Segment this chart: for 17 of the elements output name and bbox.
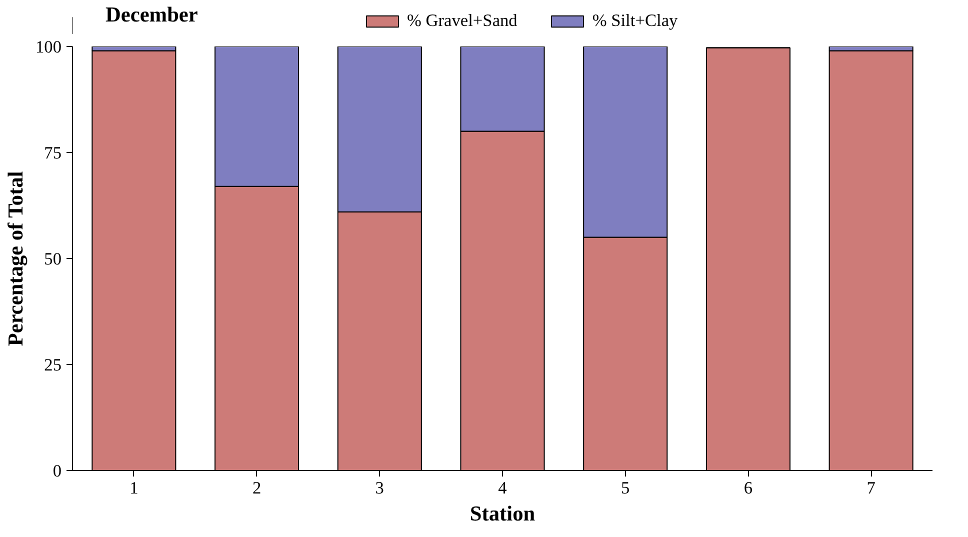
y-tick-label: 100 (36, 38, 62, 56)
y-axis-title: Percentage of Total (4, 171, 28, 346)
x-tick-label: 5 (621, 478, 630, 498)
x-tick-label: 2 (252, 478, 262, 498)
x-tick-label: 1 (130, 478, 138, 498)
x-tick-label: 3 (375, 478, 384, 498)
x-tick-label: 7 (866, 478, 876, 498)
legend-label: % Silt+Clay (592, 11, 678, 31)
x-axis-title: Station (470, 502, 536, 526)
y-tick-label: 25 (44, 356, 62, 374)
y-tick-label: 75 (44, 144, 62, 162)
y-tick-label: 50 (44, 250, 62, 268)
x-tick-label: 6 (744, 478, 753, 498)
chart-title: December (106, 2, 198, 26)
legend-label: % Gravel+Sand (407, 11, 518, 31)
y-tick-label: 0 (52, 462, 62, 480)
x-tick-label: 4 (498, 478, 508, 498)
